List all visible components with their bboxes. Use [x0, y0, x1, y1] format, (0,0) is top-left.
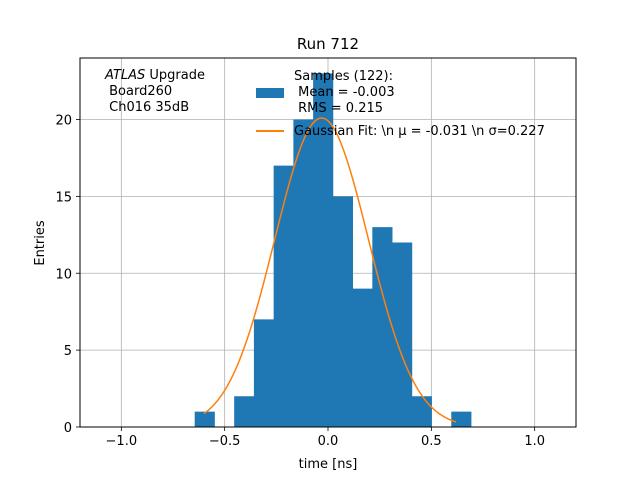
legend-histogram-label: Samples (122): Mean = -0.003 RMS = 0.215 [294, 69, 395, 116]
histogram-bar-4 [273, 165, 294, 427]
x-tick-label-4: 1.0 [524, 434, 545, 449]
histogram-bar-5 [293, 119, 314, 427]
legend-histogram-line-1: Mean = -0.003 [294, 85, 395, 100]
histogram-bar-11 [411, 396, 432, 427]
legend: Samples (122): Mean = -0.003 RMS = 0.215… [256, 69, 545, 139]
histogram-bar-7 [332, 196, 353, 427]
legend-histogram-swatch [256, 88, 284, 98]
histogram-bar-13 [451, 411, 472, 427]
annotation-line-1: ATLAS Upgrade [104, 68, 205, 83]
histogram-bar-10 [392, 242, 413, 427]
y-tick-label-1: 5 [64, 344, 72, 359]
y-tick-label-4: 20 [55, 114, 72, 129]
y-tick-label-0: 0 [64, 421, 72, 436]
histogram-bar-3 [253, 319, 275, 427]
histogram-bars [194, 73, 472, 427]
y-tick-label-2: 10 [55, 267, 72, 282]
x-tick-label-3: 0.5 [421, 434, 442, 449]
annotation-atlas: ATLAS [104, 68, 145, 83]
x-tick-label-0: −1.0 [106, 434, 138, 449]
legend-histogram-line-0: Samples (122): [294, 69, 393, 84]
x-tick-label-1: −0.5 [209, 434, 241, 449]
annotation-board: Board260 [105, 84, 172, 99]
y-tick-label-3: 15 [55, 190, 72, 205]
x-axis-ticks: −1.0 −0.5 0.0 0.5 1.0 [106, 427, 545, 449]
histogram-bar-0 [194, 411, 215, 427]
histogram-bar-2 [234, 396, 255, 427]
atlas-annotation: ATLAS Upgrade Board260 Ch016 35dB [104, 68, 205, 115]
x-axis-label: time [ns] [299, 457, 358, 472]
x-tick-label-2: 0.0 [318, 434, 339, 449]
y-axis-label: Entries [33, 220, 48, 266]
annotation-upgrade: Upgrade [145, 68, 205, 83]
legend-histogram-line-2: RMS = 0.215 [294, 101, 383, 116]
gaussian-fit-curve [203, 117, 457, 423]
histogram-bar-9 [372, 227, 393, 427]
annotation-channel: Ch016 35dB [105, 100, 189, 115]
y-axis-ticks: 0 5 10 15 20 [55, 114, 80, 436]
histogram-bar-8 [352, 288, 373, 427]
legend-fit-label: Gaussian Fit: \n μ = -0.031 \n σ=0.227 [294, 124, 545, 139]
chart-title: Run 712 [297, 35, 359, 53]
histogram-bar-6 [313, 73, 334, 427]
